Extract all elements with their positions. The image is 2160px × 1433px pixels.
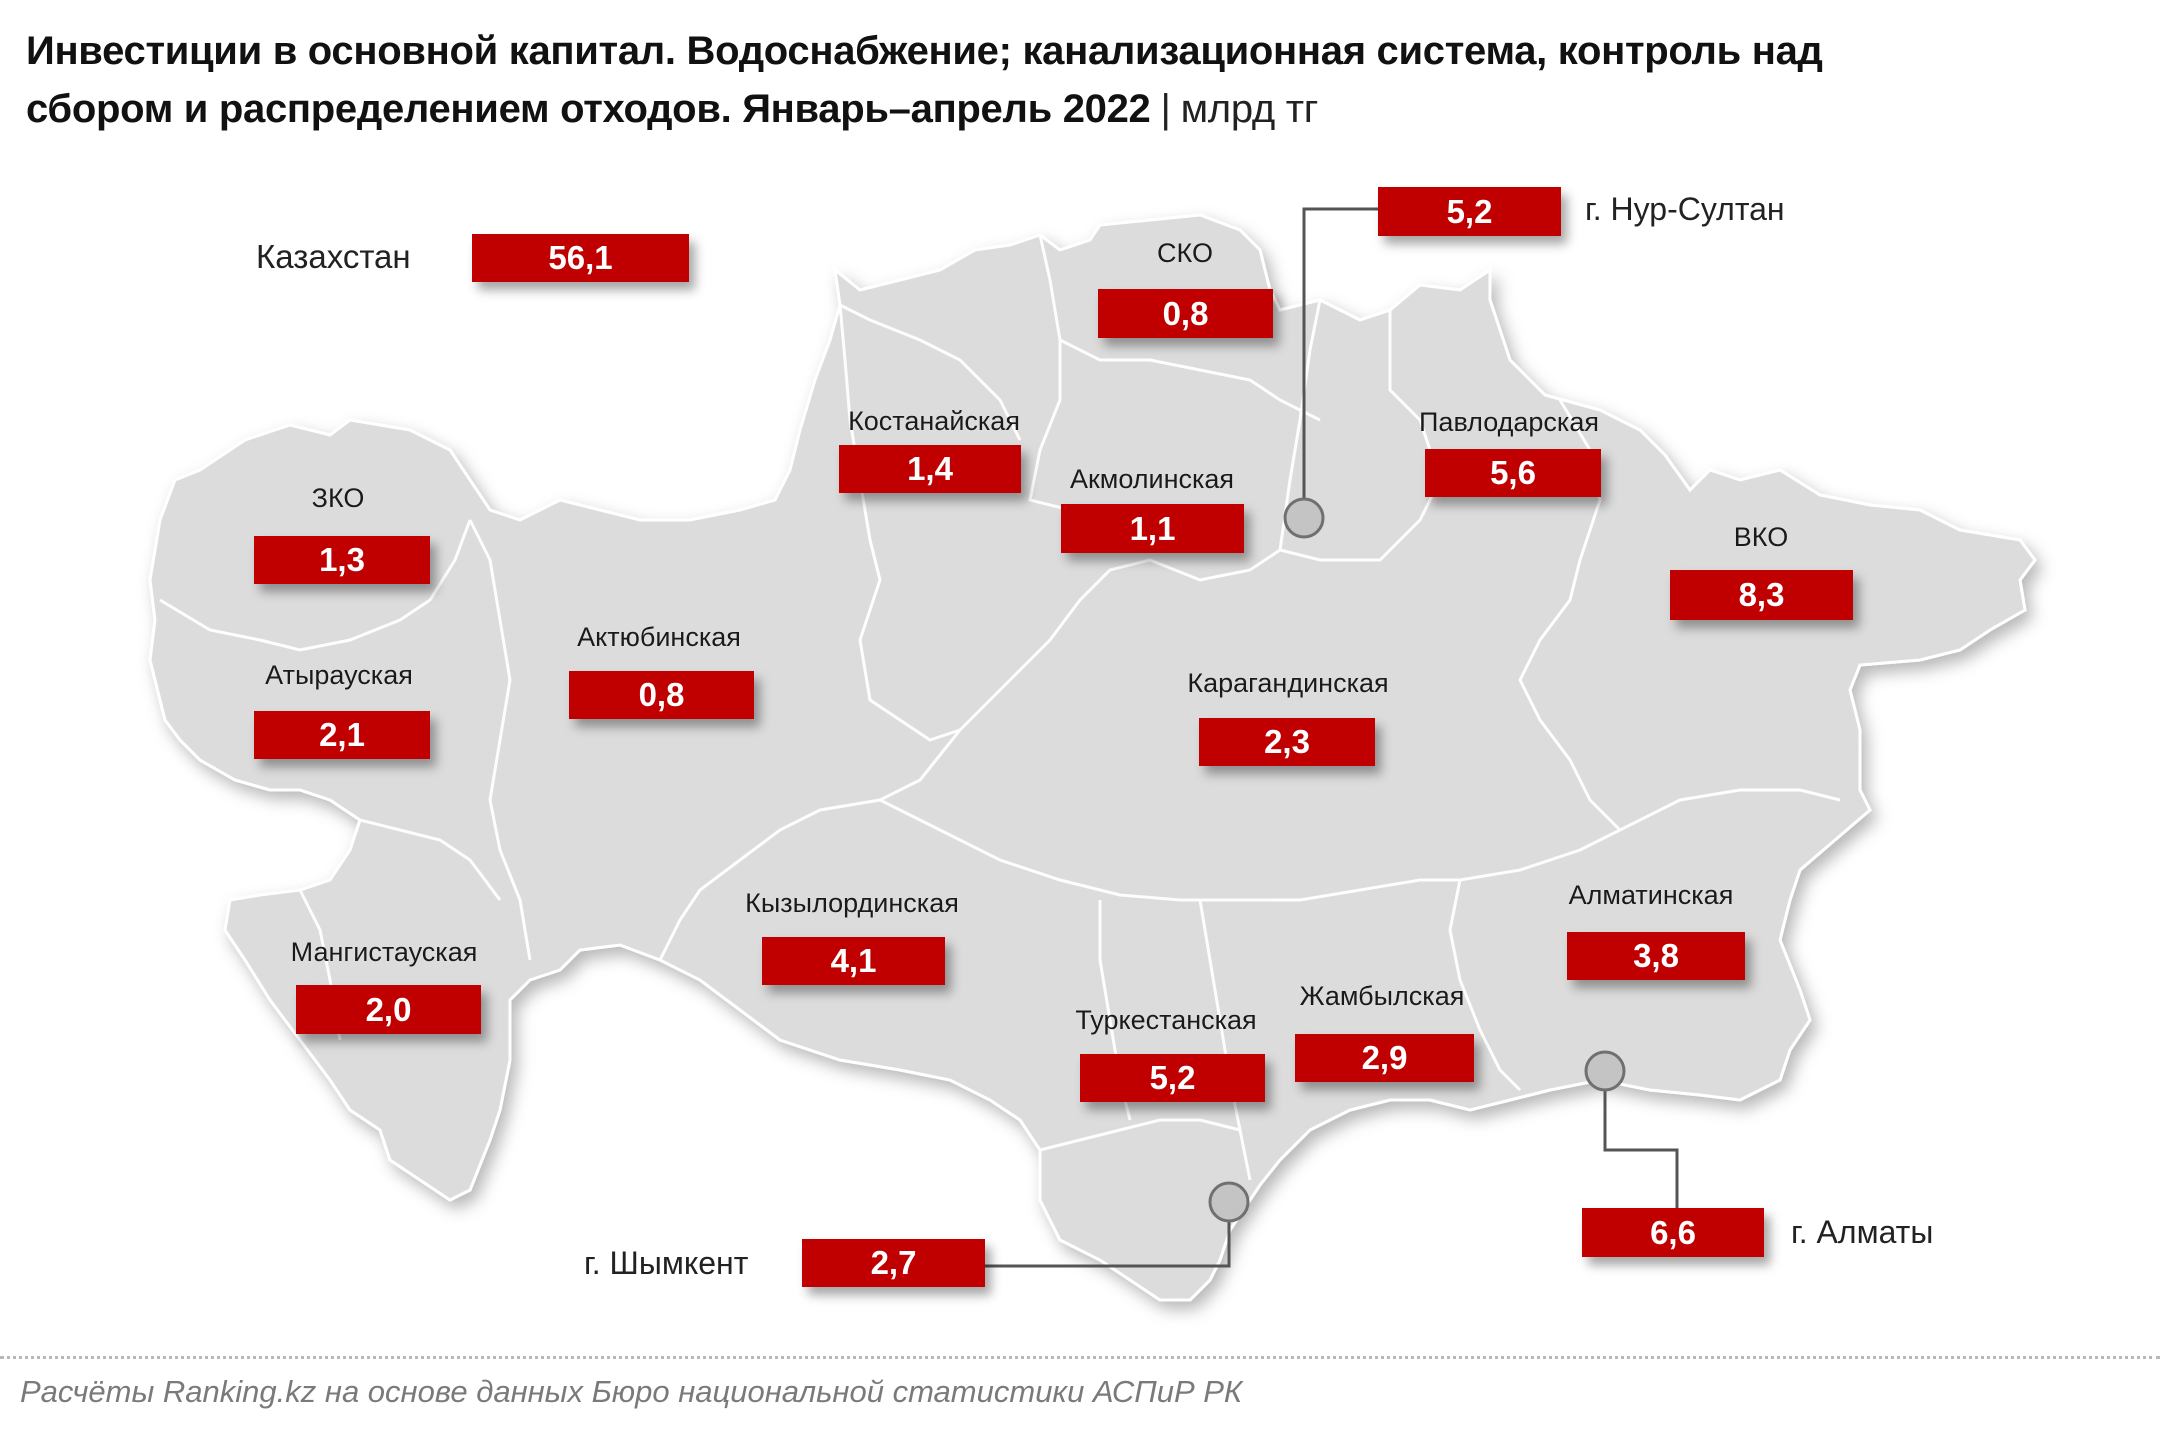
region-value-sko: 0,8 <box>1098 289 1273 338</box>
region-value-mangystau: 2,0 <box>296 985 481 1034</box>
title-line-2: сбором и распределением отходов. Январь–… <box>26 80 2126 138</box>
region-label-zko: ЗКО <box>311 483 365 513</box>
nur-sultan-leader-line <box>1302 207 1378 500</box>
title-separator: | <box>1160 87 1171 131</box>
title-line-1: Инвестиции в основной капитал. Водоснабж… <box>26 29 1823 73</box>
region-value-zhambyl: 2,9 <box>1295 1034 1474 1082</box>
shymkent-leader-line <box>985 1221 1231 1268</box>
region-borders <box>159 234 1841 1181</box>
region-label-pavlodar: Павлодарская <box>1419 407 1599 437</box>
region-label-atyrau: Атырауская <box>265 660 413 690</box>
region-value-akmola: 1,1 <box>1061 504 1244 553</box>
region-value-zko: 1,3 <box>254 536 430 584</box>
almaty-leader-line <box>1603 1090 1679 1208</box>
total-label: Казахстан <box>256 238 411 275</box>
region-label-zhambyl: Жамбылская <box>1299 981 1465 1011</box>
city-label-almaty: г. Алматы <box>1791 1214 1934 1250</box>
region-label-turkestan: Туркестанская <box>1075 1005 1257 1035</box>
region-value-aktobe: 0,8 <box>569 671 754 719</box>
almaty-marker <box>1584 1050 1626 1092</box>
region-label-aktobe: Актюбинская <box>577 622 741 652</box>
title-unit: млрд тг <box>1180 87 1319 131</box>
city-label-nur-sultan: г. Нур-Султан <box>1585 191 1785 227</box>
region-value-pavlodar: 5,6 <box>1425 449 1601 497</box>
region-value-atyrau: 2,1 <box>254 711 430 759</box>
region-value-kostanay: 1,4 <box>839 445 1021 493</box>
region-label-sko: СКО <box>1157 238 1213 268</box>
city-leaders <box>985 207 1679 1268</box>
region-label-karaganda: Карагандинская <box>1187 668 1389 698</box>
chart-title: Инвестиции в основной капитал. Водоснабж… <box>26 22 2126 138</box>
region-label-kostanay: Костанайская <box>848 406 1020 436</box>
region-label-akmola: Акмолинская <box>1069 464 1235 494</box>
region-value-kyzylorda: 4,1 <box>762 937 945 985</box>
region-value-turkestan: 5,2 <box>1080 1054 1265 1102</box>
nur-sultan-marker <box>1283 497 1325 539</box>
shymkent-marker <box>1208 1181 1250 1223</box>
city-label-shymkent: г. Шымкент <box>584 1245 749 1281</box>
total-value: 56,1 <box>472 234 689 282</box>
region-label-vko: ВКО <box>1733 522 1789 552</box>
region-value-almaty-region: 3,8 <box>1567 932 1745 980</box>
region-value-vko: 8,3 <box>1670 570 1853 620</box>
region-label-almaty-region: Алматинская <box>1568 880 1734 910</box>
region-value-karaganda: 2,3 <box>1199 718 1375 766</box>
region-label-mangystau: Мангистауская <box>290 937 478 967</box>
region-label-kyzylorda: Кызылординская <box>745 888 959 918</box>
city-value-nur-sultan: 5,2 <box>1378 187 1561 236</box>
city-value-shymkent: 2,7 <box>802 1239 985 1287</box>
source-note: Расчёты Ranking.kz на основе данных Бюро… <box>20 1374 1243 1409</box>
city-value-almaty: 6,6 <box>1582 1208 1764 1257</box>
footer-divider <box>0 1356 2160 1359</box>
title-period: сбором и распределением отходов. Январь–… <box>26 87 1151 131</box>
